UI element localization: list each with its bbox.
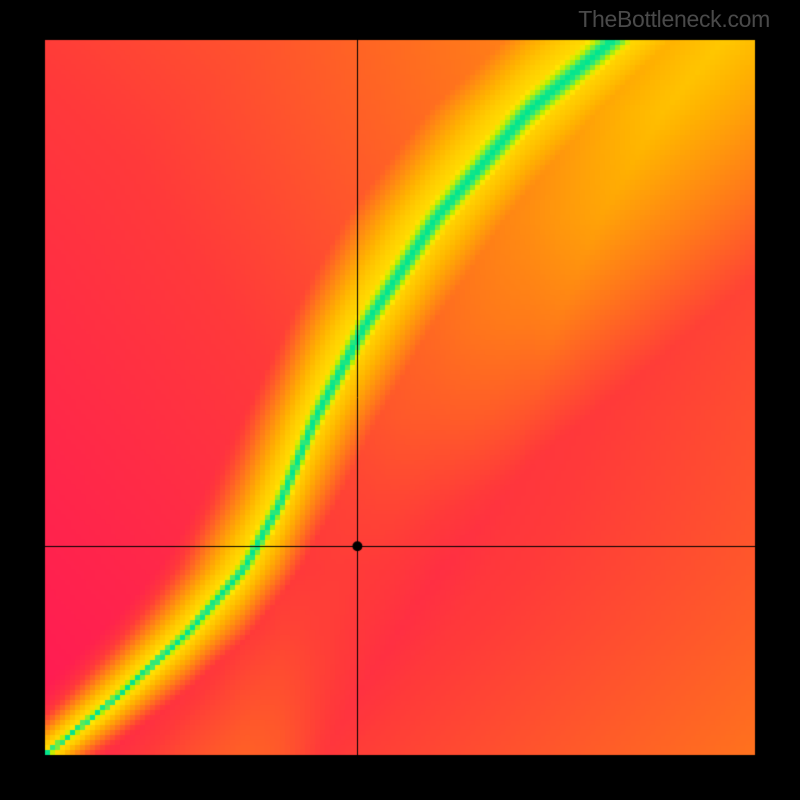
- bottleneck-heatmap: [0, 0, 800, 800]
- watermark: TheBottleneck.com: [578, 6, 770, 33]
